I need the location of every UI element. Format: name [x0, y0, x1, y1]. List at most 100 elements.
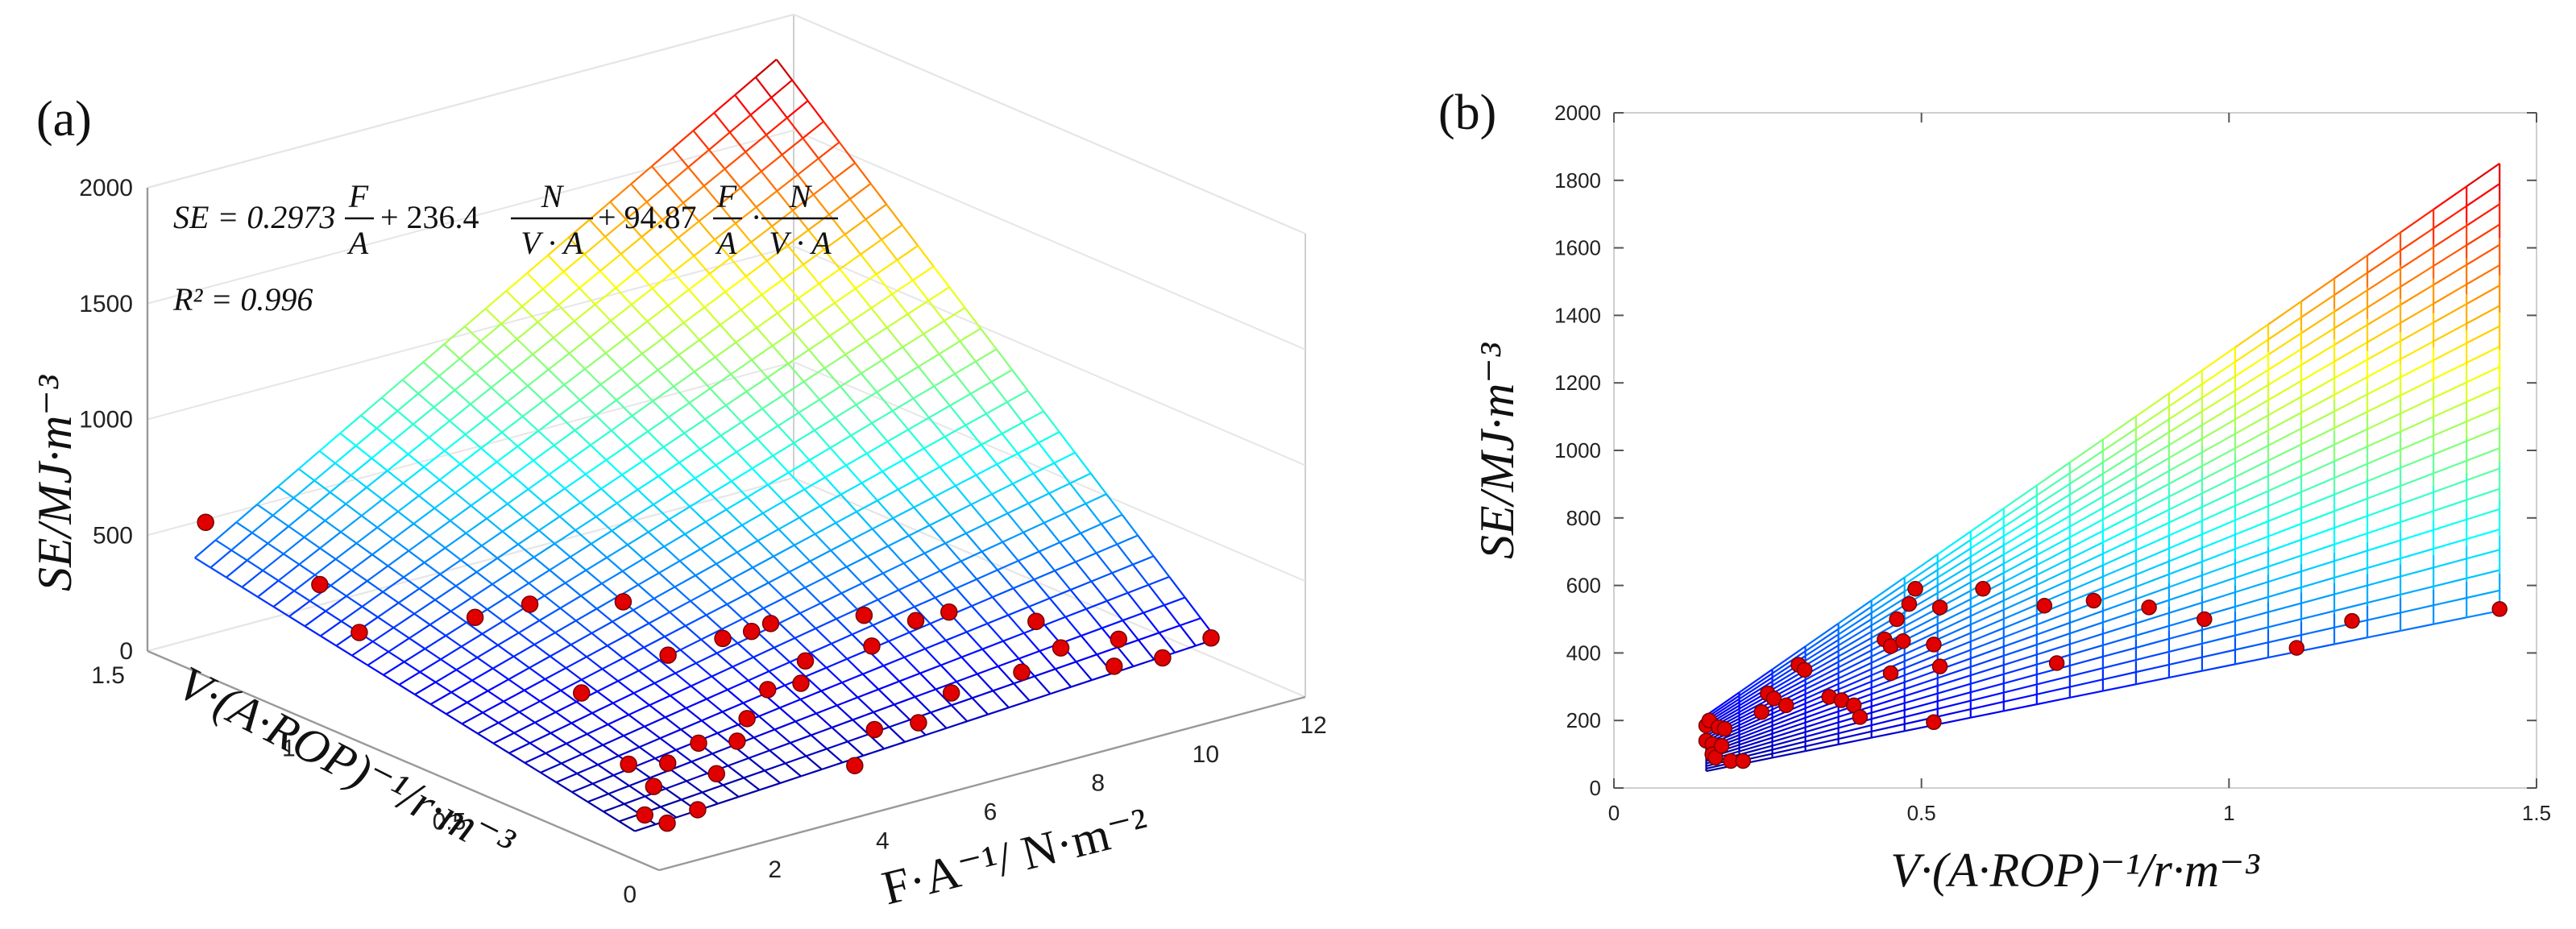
a-mesh-seg: [981, 648, 999, 667]
a-mesh-seg: [892, 517, 910, 537]
a-mesh-seg: [516, 446, 534, 462]
a-mesh-seg: [283, 553, 301, 566]
b-fan-line: [1838, 612, 1873, 636]
a-mesh-seg: [997, 569, 1014, 589]
a-mesh-seg: [666, 166, 689, 185]
a-mesh-seg: [746, 496, 764, 514]
a-mesh-seg: [1012, 472, 1035, 485]
b-data-point: [1753, 703, 1769, 720]
a-mesh-seg: [1143, 612, 1160, 633]
a-mesh-seg: [991, 596, 1010, 616]
a-mesh-seg: [788, 471, 806, 491]
b-fan-line: [2102, 488, 2137, 509]
a-mesh-seg: [475, 372, 492, 388]
a-mesh-seg: [844, 218, 867, 235]
b-fan-line: [1904, 630, 1939, 649]
a-mesh-seg: [736, 438, 758, 453]
a-mesh-seg: [949, 392, 972, 407]
b-fan-line: [2367, 340, 2401, 361]
b-fan-line: [1937, 674, 1972, 687]
a-mesh-seg: [730, 373, 748, 392]
a-mesh-seg: [693, 255, 711, 275]
a-mesh-seg: [813, 301, 836, 318]
b-fan-line: [2234, 369, 2269, 392]
b-fan-line: [2201, 418, 2236, 440]
b-fan-line: [2201, 649, 2236, 658]
b-y-tick-label: 1400: [1554, 303, 1601, 327]
a-mesh-seg: [465, 532, 483, 547]
a-mesh-seg: [464, 433, 482, 450]
a-mesh-seg: [414, 694, 431, 706]
a-mesh-seg: [1043, 522, 1061, 543]
b-fan-line: [2201, 346, 2236, 371]
a-mesh-seg: [830, 538, 852, 552]
b-fan-line: [2333, 566, 2368, 579]
a-mesh-seg: [309, 599, 326, 612]
a-mesh-seg: [803, 248, 825, 266]
a-mesh-seg: [740, 187, 757, 208]
b-fan-line: [1804, 628, 1840, 653]
a-mesh-seg: [778, 612, 801, 624]
b-fan-line: [2102, 598, 2137, 612]
a-mesh-seg: [778, 516, 800, 530]
a-mesh-seg: [351, 569, 368, 582]
a-mesh-seg: [318, 450, 336, 464]
a-mesh-seg: [388, 637, 410, 653]
a-mesh-seg: [550, 732, 567, 744]
a-mesh-seg: [919, 672, 937, 691]
a-mesh-seg: [658, 572, 676, 588]
a-mesh-seg: [570, 556, 587, 571]
a-mesh-seg: [793, 442, 811, 461]
a-mesh-seg: [877, 680, 900, 691]
a-mesh-seg: [755, 190, 778, 208]
b-fan-line: [1937, 641, 1972, 656]
a-mesh-seg: [981, 640, 1004, 650]
a-mesh-seg: [778, 707, 796, 723]
a-mesh-seg: [977, 673, 994, 692]
a-data-point: [796, 652, 815, 670]
a-mesh-seg: [745, 391, 763, 409]
b-fan-line: [1970, 654, 2005, 668]
a-mesh-seg: [756, 327, 774, 346]
a-mesh-seg: [618, 820, 636, 832]
a-data-point: [714, 629, 732, 648]
a-mesh-seg: [956, 578, 977, 590]
b-fan-line: [2102, 683, 2137, 692]
a-mesh-seg: [518, 632, 535, 645]
a-mesh-seg: [906, 313, 924, 335]
a-mesh-seg: [832, 719, 853, 728]
a-mesh-seg: [419, 658, 442, 673]
a-mesh-seg: [847, 733, 869, 743]
a-mesh-seg: [470, 387, 492, 405]
a-mesh-seg: [605, 336, 628, 355]
a-mesh-seg: [745, 259, 768, 277]
a-mesh-seg: [486, 503, 508, 520]
a-mesh-seg: [716, 551, 738, 565]
a-mesh-seg: [429, 624, 446, 637]
a-mesh-seg: [492, 570, 514, 585]
a-mesh-seg: [581, 668, 604, 681]
a-mesh-seg: [382, 576, 404, 593]
b-fan-line: [2102, 671, 2137, 681]
a-mesh-seg: [902, 562, 920, 582]
a-mesh-seg: [508, 752, 525, 764]
a-mesh-seg: [949, 514, 967, 534]
a-mesh-seg: [540, 762, 562, 773]
b-fan-line: [2036, 568, 2071, 586]
b-fan-line: [1904, 599, 1939, 620]
a-mesh-seg: [727, 689, 745, 704]
a-mesh-seg: [573, 320, 591, 338]
b-fan-line: [2168, 465, 2203, 485]
b-fan-line: [2300, 560, 2335, 573]
a-mesh-seg: [1168, 576, 1186, 599]
a-mesh-seg: [272, 497, 295, 516]
a-mesh-seg: [602, 744, 620, 757]
a-mesh-seg: [534, 711, 557, 724]
a-mesh-seg: [396, 410, 414, 425]
b-fan-line: [2168, 492, 2203, 511]
a-mesh-seg: [621, 570, 639, 586]
a-mesh-seg: [454, 389, 471, 405]
b-fan-line: [2466, 487, 2500, 501]
b-fan-line: [1871, 653, 1906, 670]
b-fan-line: [2135, 586, 2170, 600]
